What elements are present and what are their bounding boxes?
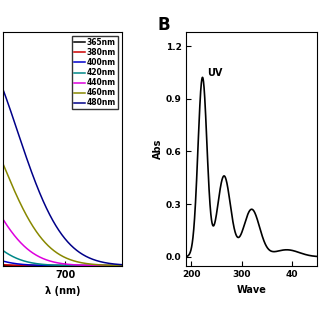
Text: B: B: [158, 16, 170, 34]
460nm: [32, 226, 36, 230]
400nm: [99, 264, 102, 268]
Y-axis label: Abs: Abs: [153, 139, 163, 159]
460nm: [45, 243, 49, 247]
365nm: [99, 264, 102, 268]
460nm: [99, 263, 102, 267]
440nm: [74, 263, 78, 267]
460nm: [74, 260, 78, 263]
440nm: [45, 258, 49, 262]
420nm: [99, 264, 102, 268]
480nm: [45, 208, 49, 212]
440nm: [99, 264, 102, 268]
365nm: [131, 264, 135, 268]
380nm: [131, 264, 135, 268]
380nm: [45, 264, 49, 268]
380nm: [38, 264, 42, 268]
400nm: [74, 264, 78, 268]
Line: 400nm: 400nm: [0, 226, 133, 266]
400nm: [131, 264, 135, 268]
440nm: [38, 255, 42, 259]
420nm: [32, 261, 36, 265]
460nm: [38, 235, 42, 239]
480nm: [99, 260, 102, 264]
420nm: [131, 264, 135, 268]
365nm: [32, 264, 36, 268]
400nm: [32, 263, 36, 267]
X-axis label: λ (nm): λ (nm): [45, 286, 80, 296]
Line: 480nm: 480nm: [0, 43, 133, 265]
480nm: [131, 263, 135, 267]
480nm: [38, 192, 42, 196]
380nm: [74, 264, 78, 268]
365nm: [74, 264, 78, 268]
420nm: [45, 263, 49, 267]
Line: 365nm: 365nm: [0, 252, 133, 266]
400nm: [45, 264, 49, 268]
480nm: [74, 248, 78, 252]
440nm: [131, 264, 135, 268]
440nm: [32, 252, 36, 256]
Line: 460nm: 460nm: [0, 99, 133, 266]
Line: 440nm: 440nm: [0, 150, 133, 266]
420nm: [38, 262, 42, 266]
Line: 380nm: 380nm: [0, 245, 133, 266]
365nm: [45, 264, 49, 268]
380nm: [99, 264, 102, 268]
380nm: [32, 264, 36, 268]
365nm: [38, 264, 42, 268]
Line: 420nm: 420nm: [0, 195, 133, 266]
Text: UV: UV: [207, 68, 223, 78]
400nm: [38, 263, 42, 267]
Legend: 365nm, 380nm, 400nm, 420nm, 440nm, 460nm, 480nm: 365nm, 380nm, 400nm, 420nm, 440nm, 460nm…: [72, 36, 118, 109]
480nm: [32, 176, 36, 180]
X-axis label: Wave: Wave: [237, 285, 267, 295]
420nm: [74, 264, 78, 268]
460nm: [131, 264, 135, 268]
